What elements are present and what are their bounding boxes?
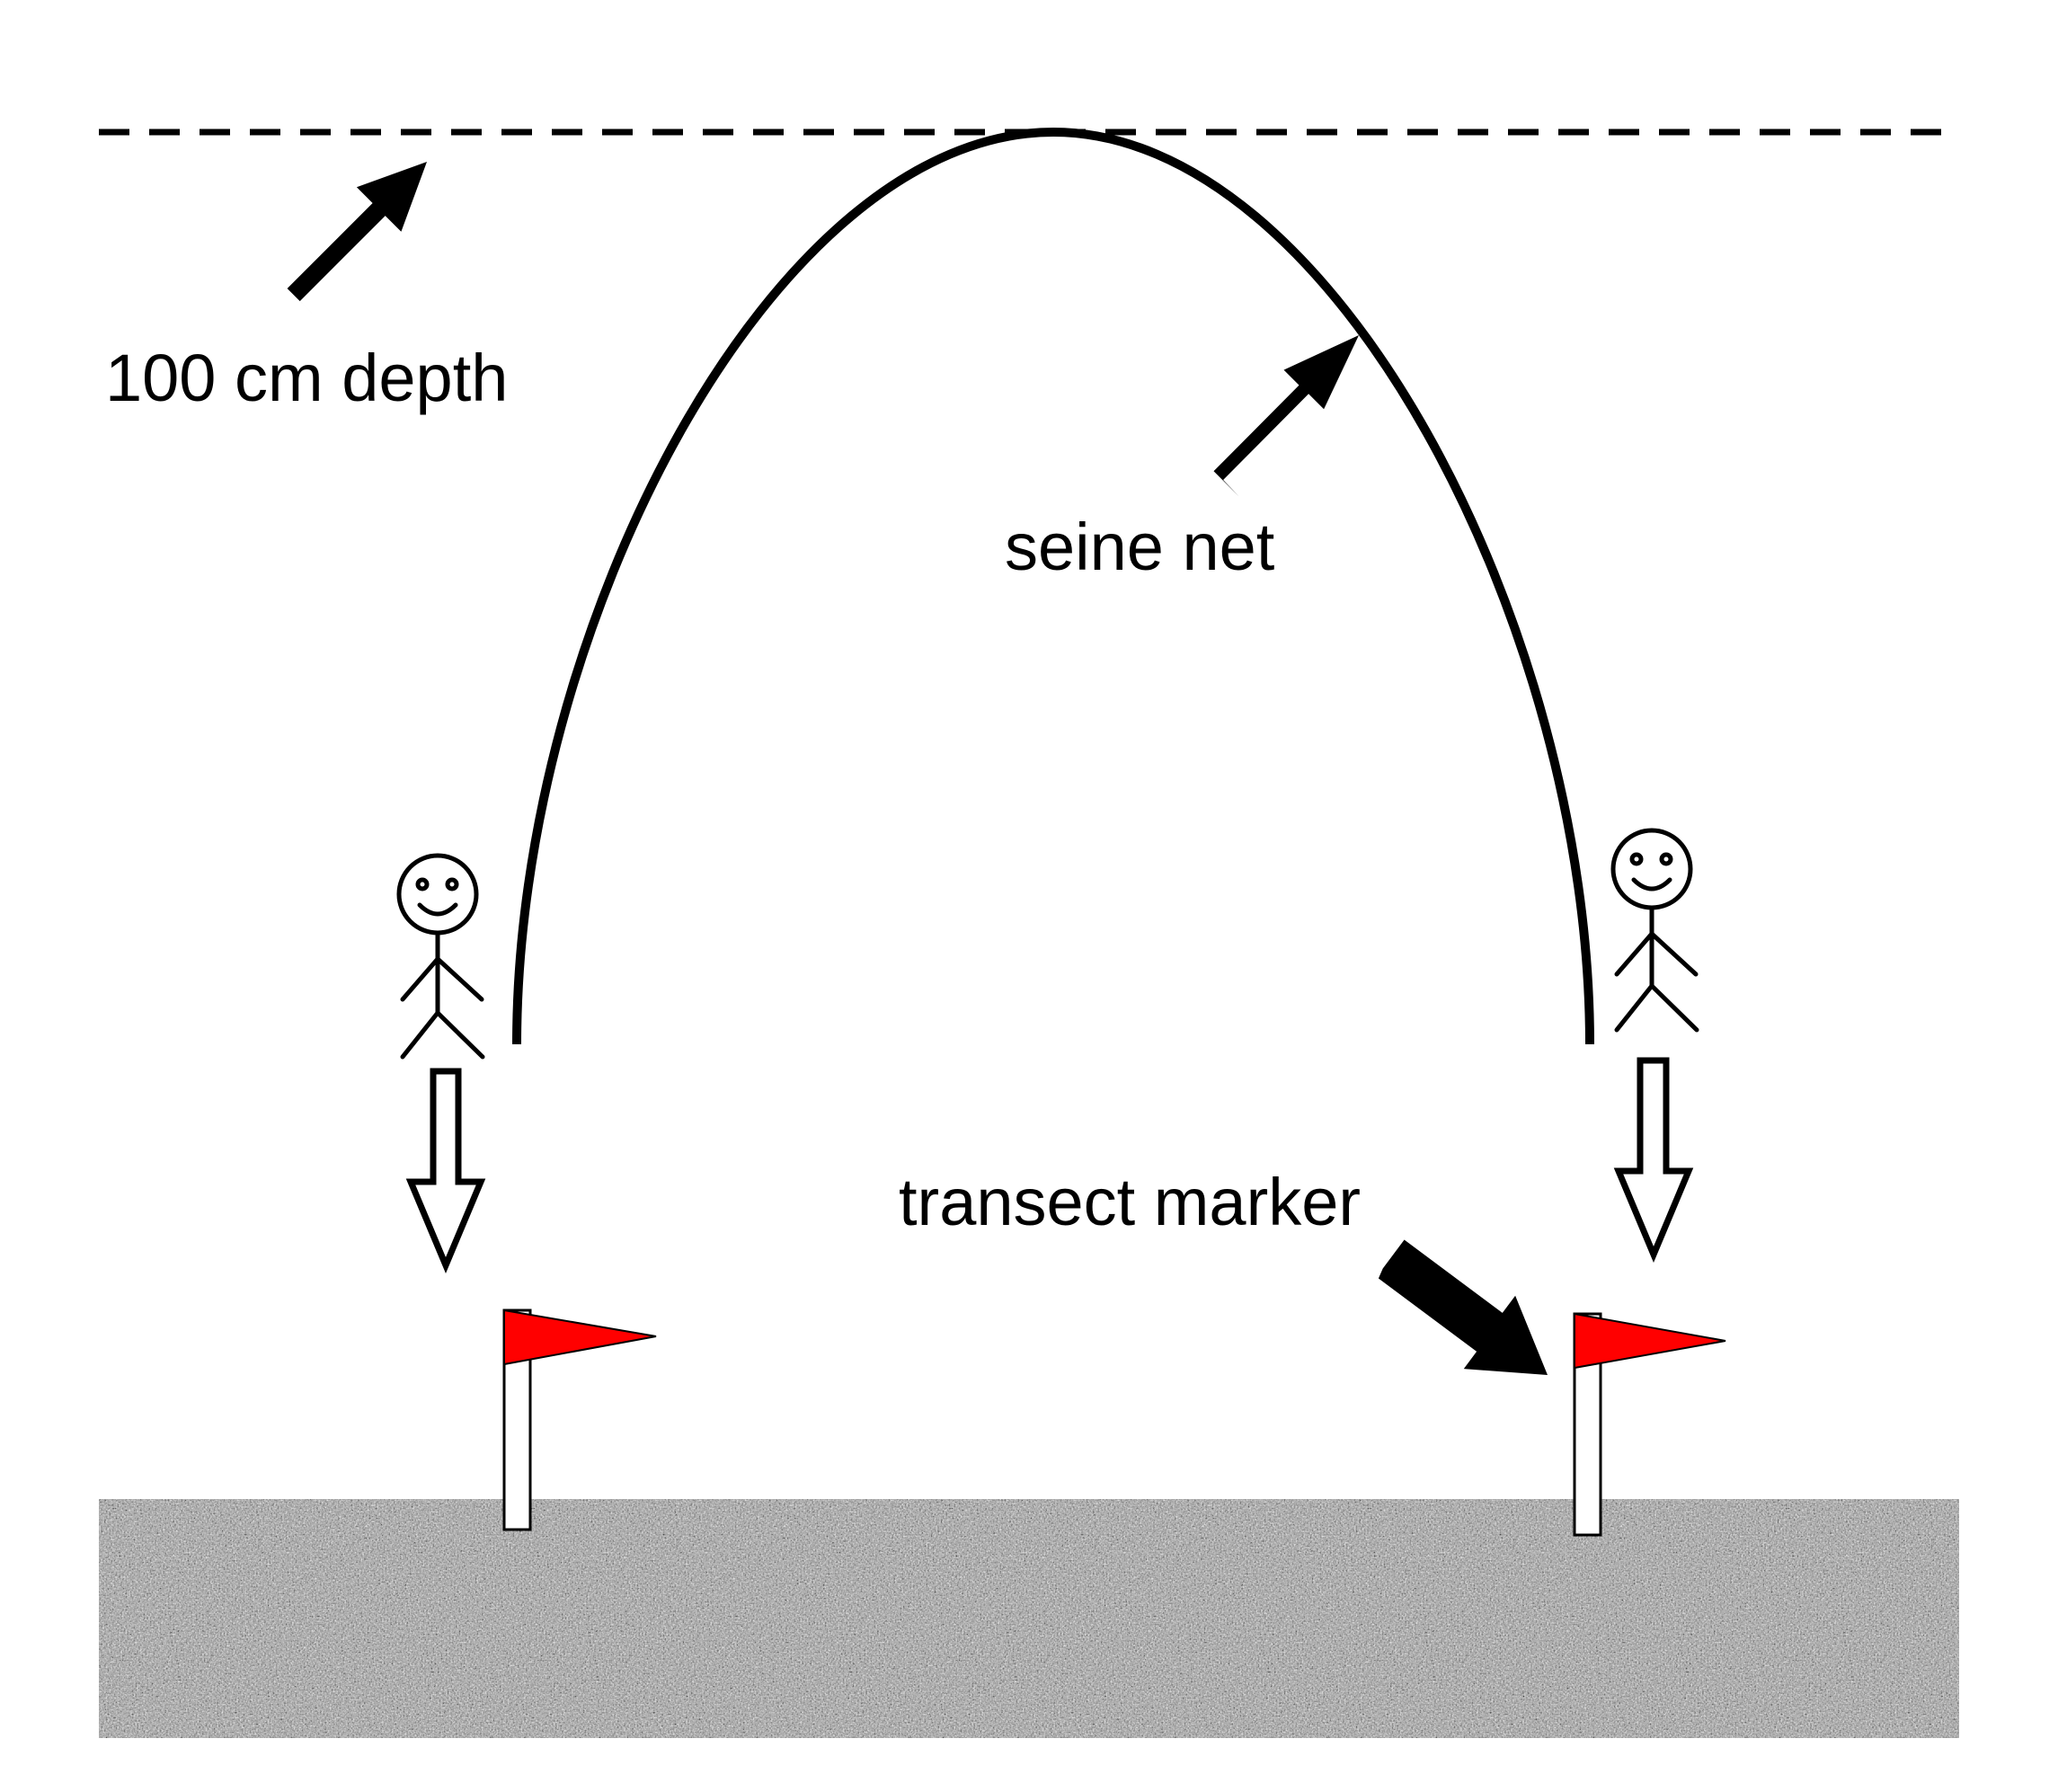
left-person-stick-figure-icon — [396, 853, 485, 1060]
net-pointer-arrow-icon — [1213, 335, 1359, 497]
right-person-stick-figure-icon — [1610, 828, 1699, 1033]
marker-label: transect marker — [899, 1165, 1361, 1239]
right-direction-arrow-icon — [1613, 1057, 1694, 1264]
seine-net-arc — [512, 127, 1594, 1045]
depth-label: 100 cm depth — [105, 341, 508, 415]
right-transect-flag-icon — [1573, 1312, 1726, 1537]
net-label: seine net — [1005, 510, 1275, 584]
depth-pointer-arrow-icon — [287, 162, 427, 315]
sediment-texture — [99, 1499, 1959, 1738]
marker-pointer-arrow-icon — [1378, 1239, 1548, 1375]
left-direction-arrow-icon — [405, 1068, 486, 1274]
left-transect-flag-icon — [502, 1309, 657, 1531]
